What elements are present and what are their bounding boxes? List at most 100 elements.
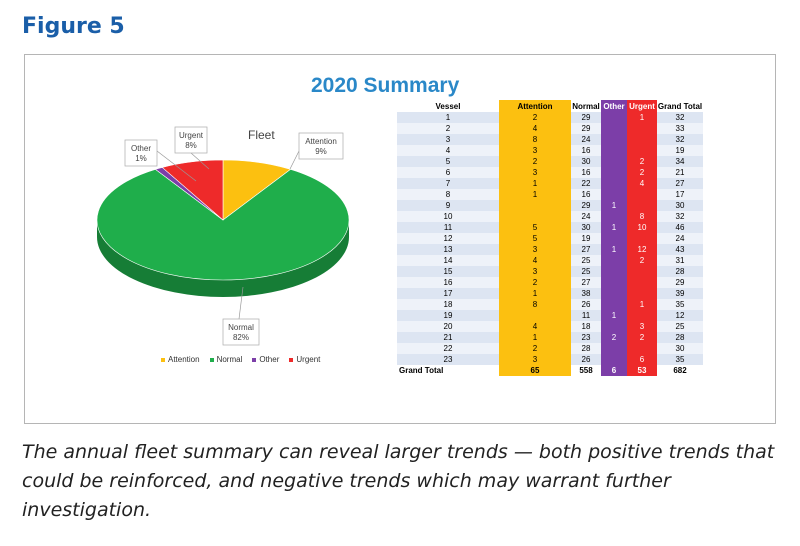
cell-other (601, 299, 627, 310)
table-row: 1 2 29 1 32 (397, 112, 703, 123)
cell-vessel: Grand Total (397, 365, 499, 376)
legend-item-normal: Normal (209, 355, 242, 364)
cell-vessel: 14 (397, 255, 499, 266)
cell-attention: 1 (499, 178, 571, 189)
callout-pct-normal: 82% (233, 333, 249, 342)
cell-urgent: 10 (627, 222, 657, 233)
table-row: 10 24 8 32 (397, 211, 703, 222)
callout-name-normal: Normal (228, 323, 254, 332)
cell-urgent: 8 (627, 211, 657, 222)
cell-urgent: 2 (627, 255, 657, 266)
cell-grand-total: 12 (657, 310, 703, 321)
cell-urgent (627, 266, 657, 277)
cell-grand-total: 39 (657, 288, 703, 299)
cell-attention (499, 310, 571, 321)
cell-attention: 3 (499, 167, 571, 178)
cell-other (601, 266, 627, 277)
cell-other (601, 145, 627, 156)
cell-vessel: 6 (397, 167, 499, 178)
cell-normal: 29 (571, 112, 601, 123)
cell-normal: 29 (571, 123, 601, 134)
cell-vessel: 7 (397, 178, 499, 189)
cell-grand-total: 17 (657, 189, 703, 200)
cell-attention: 3 (499, 244, 571, 255)
cell-vessel: 22 (397, 343, 499, 354)
cell-other: 6 (601, 365, 627, 376)
cell-attention: 2 (499, 277, 571, 288)
cell-other (601, 156, 627, 167)
cell-grand-total: 46 (657, 222, 703, 233)
table-row: 4 3 16 19 (397, 145, 703, 156)
column-header-grand-total: Grand Total (657, 100, 703, 112)
cell-vessel: 17 (397, 288, 499, 299)
cell-vessel: 11 (397, 222, 499, 233)
cell-attention: 8 (499, 299, 571, 310)
table-header-row: Vessel Attention Normal Other Urgent Grand To… (397, 100, 703, 112)
cell-attention: 2 (499, 343, 571, 354)
cell-urgent (627, 343, 657, 354)
callout-line-attention (289, 150, 300, 170)
cell-other: 1 (601, 310, 627, 321)
cell-vessel: 8 (397, 189, 499, 200)
cell-other (601, 211, 627, 222)
table-row: 5 2 30 2 34 (397, 156, 703, 167)
table-row: 18 8 26 1 35 (397, 299, 703, 310)
callout-line-normal (238, 286, 244, 320)
callout-box-attention (298, 132, 344, 160)
cell-normal: 26 (571, 354, 601, 365)
cell-other: 1 (601, 200, 627, 211)
cell-grand-total: 19 (657, 145, 703, 156)
cell-other (601, 343, 627, 354)
cell-normal: 27 (571, 244, 601, 255)
callout-pct-urgent: 8% (185, 141, 197, 150)
cell-other: 2 (601, 332, 627, 343)
cell-normal: 19 (571, 233, 601, 244)
cell-vessel: 4 (397, 145, 499, 156)
table-row: 12 5 19 24 (397, 233, 703, 244)
cell-urgent (627, 233, 657, 244)
column-header-attention: Attention (499, 100, 571, 112)
cell-grand-total: 21 (657, 167, 703, 178)
table-row: 7 1 22 4 27 (397, 178, 703, 189)
cell-normal: 38 (571, 288, 601, 299)
summary-title: 2020 Summary (311, 74, 460, 97)
table-row: 11 5 30 1 10 46 (397, 222, 703, 233)
callout-pct-other: 1% (135, 154, 147, 163)
callout-name-other: Other (131, 144, 151, 153)
cell-attention: 8 (499, 134, 571, 145)
cell-grand-total: 29 (657, 277, 703, 288)
callout-line-other (156, 150, 197, 182)
cell-normal: 16 (571, 167, 601, 178)
cell-vessel: 5 (397, 156, 499, 167)
column-header-vessel: Vessel (397, 100, 499, 112)
table-row: 8 1 16 17 (397, 189, 703, 200)
cell-urgent (627, 123, 657, 134)
cell-normal: 29 (571, 200, 601, 211)
cell-normal: 25 (571, 255, 601, 266)
cell-attention: 1 (499, 288, 571, 299)
cell-urgent (627, 288, 657, 299)
legend-item-urgent: Urgent (289, 355, 320, 364)
figure-frame: 2020 Summary Fleet Attention 9% Normal 82% Ot… (24, 54, 776, 424)
cell-vessel: 23 (397, 354, 499, 365)
cell-attention: 5 (499, 233, 571, 244)
cell-attention: 1 (499, 189, 571, 200)
cell-urgent: 4 (627, 178, 657, 189)
table-row: 22 2 28 30 (397, 343, 703, 354)
cell-normal: 30 (571, 156, 601, 167)
cell-other (601, 321, 627, 332)
table-row: 9 29 1 30 (397, 200, 703, 211)
cell-urgent: 2 (627, 156, 657, 167)
cell-normal: 30 (571, 222, 601, 233)
table-row: 2 4 29 33 (397, 123, 703, 134)
callout-pct-attention: 9% (315, 147, 327, 156)
cell-vessel: 18 (397, 299, 499, 310)
cell-other (601, 178, 627, 189)
column-header-normal: Normal (571, 100, 601, 112)
cell-other (601, 233, 627, 244)
table-row: 21 1 23 2 2 28 (397, 332, 703, 343)
cell-urgent (627, 189, 657, 200)
cell-attention: 3 (499, 145, 571, 156)
column-header-other: Other (601, 100, 627, 112)
